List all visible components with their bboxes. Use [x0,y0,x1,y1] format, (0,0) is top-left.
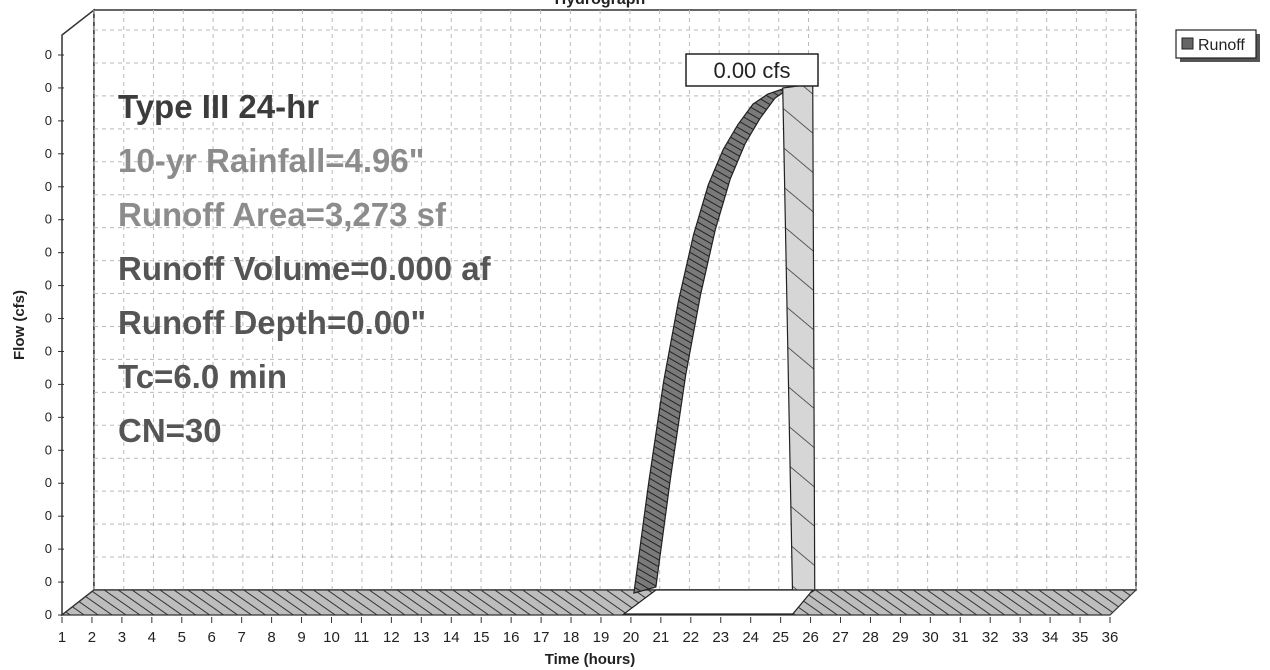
y-axis-ticks: 0 0 0 0 0 0 0 0 0 0 0 0 0 0 0 0 0 0 [45,47,64,622]
y-tick-label: 0 [45,574,52,589]
y-tick-label: 0 [45,146,52,161]
y-tick-label: 0 [45,47,52,62]
x-tick-label: 33 [1012,629,1029,646]
peak-label-box: 0.00 cfs [685,53,819,87]
chart-floor [60,589,1138,616]
y-tick-label: 0 [45,80,52,95]
x-tick-label: 18 [563,629,580,646]
x-tick-label: 12 [383,629,400,646]
x-tick-label: 29 [892,629,909,646]
x-tick-label: 10 [323,629,340,646]
runoff-floor-footprint [622,589,815,615]
x-tick-label: 25 [772,629,789,646]
x-tick-label: 8 [267,629,275,646]
x-tick-label: 23 [712,629,729,646]
x-tick-label: 4 [148,629,156,646]
x-tick-label: 3 [118,629,126,646]
peak-label: 0.00 cfs [713,58,790,83]
x-tick-label: 17 [533,629,550,646]
annotation-line: CN=30 [118,412,222,449]
y-tick-label: 0 [45,179,52,194]
y-axis-label: Flow (cfs) [11,290,28,360]
x-tick-label: 24 [742,629,759,646]
x-tick-label: 11 [354,629,370,646]
y-tick-label: 0 [45,508,52,523]
x-tick-label: 30 [922,629,939,646]
x-tick-label: 34 [1042,629,1059,646]
legend: Runoff [1175,29,1260,62]
runoff-series [622,82,816,615]
annotation-block: Type III 24-hr 10-yr Rainfall=4.96" Runoff… [118,88,492,449]
x-axis-ticks: 1 2 3 4 5 6 7 8 9 10 11 12 13 14 15 16 17 18 19 20 21 22 23 24 2… [58,617,1119,646]
x-tick-label: 32 [982,629,999,646]
y-tick-label: 0 [45,376,52,391]
y-tick-label: 0 [45,442,52,457]
x-tick-label: 36 [1102,629,1119,646]
y-tick-label: 0 [45,311,52,326]
x-tick-label: 28 [862,629,879,646]
x-tick-label: 14 [443,629,460,646]
left-wall [61,8,95,617]
gridlines [93,10,1137,591]
x-tick-label: 16 [503,629,520,646]
plot-back-wall [93,9,1137,591]
x-tick-label: 20 [623,629,640,646]
chart-title: Hydrograph [555,0,646,8]
x-tick-label: 22 [682,629,699,646]
x-tick-label: 6 [208,629,216,646]
y-tick-label: 0 [45,607,52,622]
annotation-line: Runoff Area=3,273 sf [118,196,447,233]
legend-label-runoff: Runoff [1198,37,1245,54]
x-tick-label: 26 [802,629,819,646]
x-tick-label: 27 [832,629,849,646]
x-tick-label: 2 [88,629,96,646]
y-tick-label: 0 [45,278,52,293]
x-tick-label: 15 [473,629,490,646]
x-tick-label: 5 [178,629,186,646]
annotation-line: Type III 24-hr [118,88,319,125]
y-tick-label: 0 [45,245,52,260]
annotation-line: Tc=6.0 min [118,358,287,395]
y-tick-label: 0 [45,212,52,227]
y-tick-label: 0 [45,343,52,358]
y-tick-label: 0 [45,113,52,128]
x-tick-label: 7 [237,629,245,646]
annotation-line: Runoff Volume=0.000 af [118,250,492,287]
y-tick-label: 0 [45,409,52,424]
x-tick-label: 19 [593,629,610,646]
x-tick-label: 21 [653,629,670,646]
x-tick-label: 9 [297,629,305,646]
legend-swatch [1181,37,1194,50]
y-tick-label: 0 [45,541,52,556]
y-tick-label: 0 [45,475,52,490]
x-tick-label: 35 [1072,629,1089,646]
x-axis-label: Time (hours) [545,651,636,668]
x-tick-label: 1 [58,629,66,646]
x-tick-label: 31 [952,629,969,646]
annotation-line: 10-yr Rainfall=4.96" [118,142,424,179]
x-tick-label: 13 [413,629,430,646]
annotation-line: Runoff Depth=0.00" [118,304,426,341]
